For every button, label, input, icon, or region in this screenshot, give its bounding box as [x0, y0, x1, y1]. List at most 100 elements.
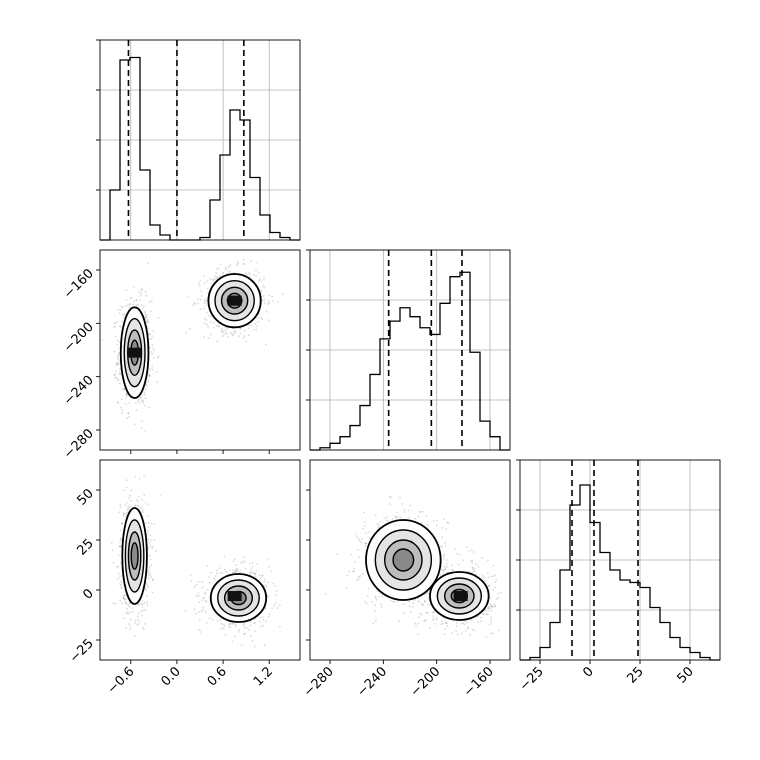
- sample-point: [253, 572, 256, 575]
- sample-point: [122, 596, 125, 599]
- sample-point: [136, 624, 139, 626]
- sample-point: [229, 626, 232, 628]
- sample-point: [117, 354, 120, 356]
- histogram-steps: [100, 56, 300, 241]
- histogram-panel-0: [96, 39, 301, 241]
- sample-point: [219, 275, 221, 277]
- sample-point: [129, 611, 132, 614]
- sample-point: [235, 567, 238, 570]
- sample-point: [222, 271, 225, 274]
- sample-point: [140, 610, 143, 612]
- sample-point: [392, 601, 394, 603]
- sample-point: [147, 586, 149, 588]
- sample-point: [250, 260, 252, 262]
- sample-point: [112, 561, 115, 564]
- sample-point: [485, 609, 487, 612]
- sample-point: [202, 597, 205, 599]
- sample-point: [399, 516, 402, 519]
- sample-point: [222, 623, 225, 626]
- sample-point: [281, 293, 284, 295]
- sample-point: [141, 426, 143, 429]
- sample-point: [204, 302, 207, 305]
- sample-point: [381, 595, 383, 598]
- sample-point: [199, 308, 202, 310]
- sample-point: [147, 538, 150, 541]
- sample-point: [216, 572, 218, 575]
- sample-point: [354, 560, 356, 563]
- sample-point: [114, 322, 117, 324]
- sample-point: [203, 282, 206, 285]
- sample-point: [111, 549, 114, 551]
- sample-point: [232, 560, 235, 563]
- sample-point: [129, 297, 132, 300]
- sample-point: [263, 298, 266, 301]
- sample-point: [243, 633, 246, 635]
- sample-point: [215, 271, 218, 274]
- sample-point: [252, 328, 255, 331]
- sample-point: [204, 299, 207, 302]
- sample-point: [487, 585, 490, 588]
- sample-point: [249, 624, 252, 627]
- sample-point: [122, 594, 125, 597]
- sample-point: [267, 595, 269, 598]
- sample-point: [137, 500, 140, 503]
- sample-point: [268, 319, 270, 322]
- sample-point: [130, 489, 133, 492]
- sample-point: [226, 571, 228, 573]
- sample-point: [150, 351, 153, 353]
- sample-point: [234, 624, 237, 627]
- sample-point: [414, 517, 417, 520]
- peak-density-cell: [227, 295, 242, 306]
- sample-point: [126, 417, 129, 420]
- sample-point: [426, 524, 429, 527]
- sample-point: [214, 275, 217, 278]
- sample-point: [145, 316, 148, 318]
- sample-point: [142, 609, 145, 612]
- sample-point: [444, 565, 446, 568]
- sample-point: [223, 555, 226, 558]
- sample-point: [118, 373, 120, 376]
- sample-point: [419, 511, 421, 514]
- sample-point: [113, 374, 116, 377]
- sample-point: [138, 496, 140, 498]
- sample-point: [125, 601, 127, 604]
- sample-point: [363, 511, 365, 514]
- sample-point: [194, 612, 197, 615]
- sample-point: [206, 589, 209, 591]
- sample-point: [124, 305, 127, 308]
- sample-point: [421, 510, 424, 513]
- sample-point: [117, 402, 119, 404]
- sample-point: [357, 549, 359, 551]
- sample-point: [345, 587, 348, 590]
- sample-point: [126, 603, 128, 605]
- sample-point: [125, 392, 128, 395]
- sample-point: [366, 595, 369, 597]
- sample-point: [209, 320, 212, 323]
- sample-point: [262, 624, 265, 627]
- x-tick-label: 0: [580, 664, 596, 680]
- sample-point: [220, 622, 223, 625]
- sample-point: [364, 525, 366, 528]
- sample-point: [483, 576, 486, 579]
- sample-point: [444, 568, 447, 570]
- sample-point: [446, 521, 449, 524]
- sample-point: [142, 401, 145, 404]
- sample-point: [253, 621, 256, 624]
- sample-point: [251, 561, 254, 564]
- sample-point: [122, 514, 125, 517]
- sample-point: [263, 644, 266, 647]
- sample-point: [147, 521, 150, 524]
- sample-point: [420, 603, 423, 605]
- sample-point: [265, 620, 267, 623]
- sample-point: [264, 343, 267, 346]
- sample-point: [455, 630, 457, 633]
- sample-point: [146, 584, 149, 586]
- sample-point: [140, 506, 142, 509]
- sample-point: [123, 617, 125, 619]
- sample-point: [149, 301, 151, 303]
- sample-point: [139, 294, 142, 297]
- sample-point: [260, 575, 263, 577]
- sample-point: [206, 311, 208, 314]
- sample-point: [118, 575, 121, 578]
- sample-point: [130, 499, 132, 502]
